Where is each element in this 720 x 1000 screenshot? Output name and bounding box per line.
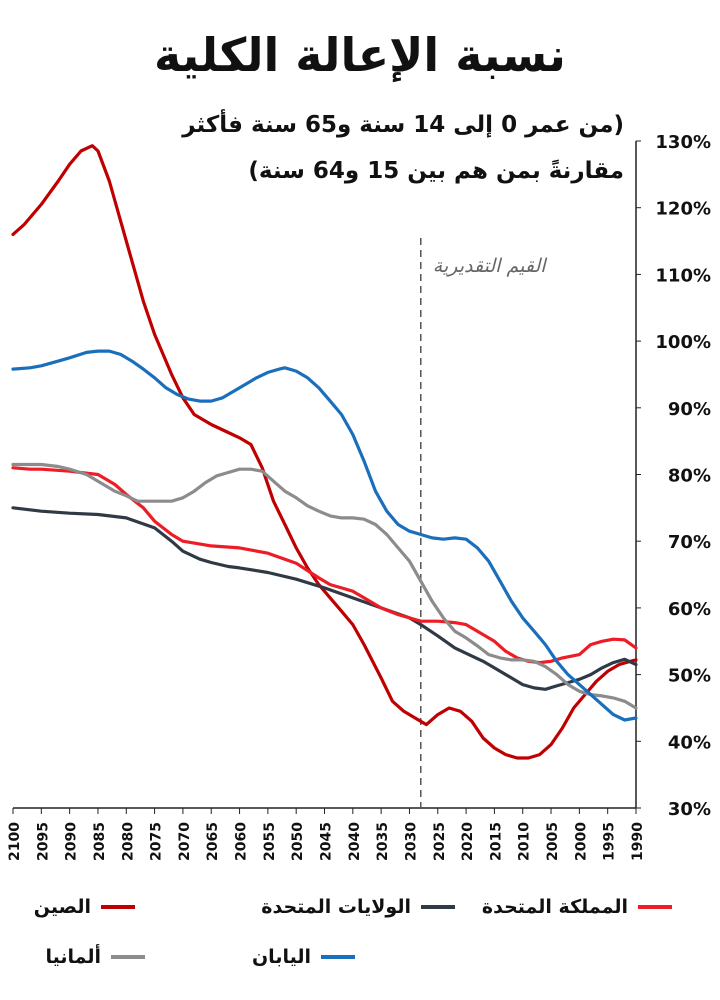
x-tick-label: 2080 xyxy=(120,822,136,861)
x-tick-label: 2095 xyxy=(35,822,51,861)
chart-title: نسبة الإعالة الكلية xyxy=(154,28,566,82)
y-tick-label: 60% xyxy=(668,599,711,620)
x-tick-label: 2040 xyxy=(347,822,363,861)
series-line-uk xyxy=(11,466,638,665)
x-tick-label: 1995 xyxy=(602,822,618,861)
x-tick-label: 2045 xyxy=(319,822,335,861)
series-line-germany xyxy=(11,462,638,710)
y-tick-label: 80% xyxy=(668,466,711,487)
x-tick-label: 2035 xyxy=(375,822,391,861)
series-line-japan xyxy=(11,349,638,722)
y-tick-label: 50% xyxy=(668,666,711,687)
x-tick-label: 2000 xyxy=(573,822,589,861)
x-tick-label: 2055 xyxy=(262,822,278,861)
chart-subtitle-line1: (من عمر 0 إلى 14 سنة و65 سنة فأكثر xyxy=(182,112,624,138)
series-line-usa xyxy=(11,506,638,691)
y-tick-label: 70% xyxy=(668,532,711,553)
x-tick-label: 2010 xyxy=(517,822,533,861)
x-tick-label: 2060 xyxy=(234,822,250,861)
x-tick-label: 2085 xyxy=(92,822,108,861)
series-line-china xyxy=(11,144,638,760)
x-tick-label: 2025 xyxy=(432,822,448,861)
x-tick-label: 2090 xyxy=(64,822,80,861)
y-tick-label: 30% xyxy=(668,799,711,820)
y-tick-label: 130% xyxy=(655,132,711,153)
x-tick-label: 2015 xyxy=(488,822,504,861)
x-tick-label: 1990 xyxy=(630,822,646,861)
x-tick-label: 2005 xyxy=(545,822,561,861)
y-tick-label: 120% xyxy=(655,199,711,220)
x-tick-label: 2030 xyxy=(403,822,419,861)
x-tick-label: 2065 xyxy=(205,822,221,861)
y-tick-label: 110% xyxy=(655,265,711,286)
y-tick-label: 40% xyxy=(668,732,711,753)
x-tick-label: 2075 xyxy=(149,822,165,861)
x-tick-label: 2050 xyxy=(290,822,306,861)
projection-annotation: القيم التقديرية xyxy=(433,255,548,277)
x-tick-label: 2020 xyxy=(460,822,476,861)
chart-subtitle-line2: مقارنةً بمن هم بين 15 و64 سنة) xyxy=(248,158,624,184)
y-tick-label: 100% xyxy=(655,332,711,353)
y-tick-label: 90% xyxy=(668,399,711,420)
x-tick-label: 2100 xyxy=(7,822,23,861)
x-tick-label: 2070 xyxy=(177,822,193,861)
